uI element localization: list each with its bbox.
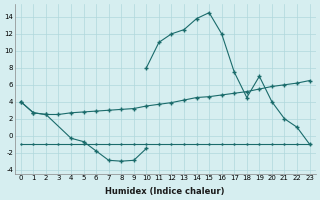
X-axis label: Humidex (Indice chaleur): Humidex (Indice chaleur) (106, 187, 225, 196)
